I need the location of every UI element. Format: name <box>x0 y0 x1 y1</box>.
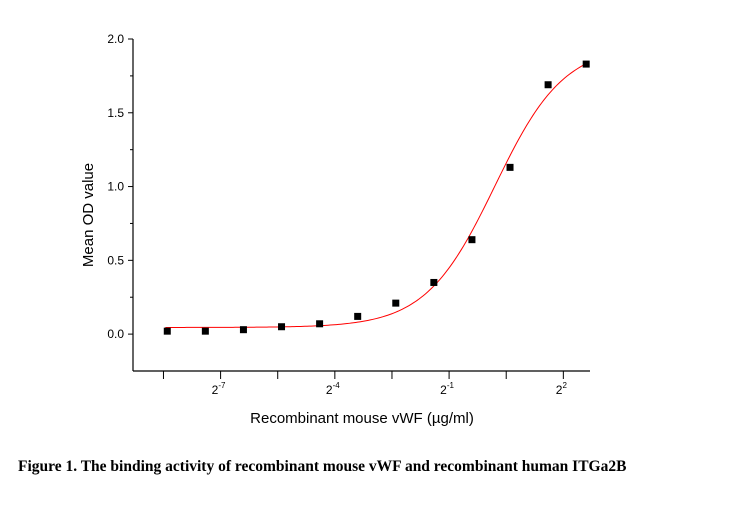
data-point <box>582 60 590 68</box>
data-point <box>506 163 514 171</box>
y-tick-label: 2.0 <box>107 32 124 46</box>
data-point <box>430 278 438 286</box>
y-tick-label: 0.5 <box>107 253 124 267</box>
data-point <box>163 327 171 335</box>
data-points <box>163 60 590 335</box>
y-tick-label: 1.5 <box>107 106 124 120</box>
figure-caption: Figure 1. The binding activity of recomb… <box>18 458 627 475</box>
data-point <box>201 327 209 335</box>
data-point <box>468 236 476 244</box>
data-point <box>278 323 286 331</box>
x-tick-label: 2-7 <box>212 381 226 397</box>
x-tick-label: 22 <box>556 381 568 397</box>
data-point <box>239 326 247 334</box>
data-point <box>392 299 400 307</box>
data-point <box>316 320 324 328</box>
x-axis: 2-7 2-4 2-1 22 <box>133 370 590 397</box>
data-point <box>544 81 552 89</box>
x-tick-label: 2-1 <box>440 381 454 397</box>
y-tick-label: 0.0 <box>107 327 124 341</box>
y-axis-title: Mean OD value <box>80 163 97 267</box>
x-tick-label: 2-4 <box>326 381 340 397</box>
fit-curve <box>165 62 589 328</box>
data-point <box>354 312 362 320</box>
y-tick-label: 1.0 <box>107 180 124 194</box>
x-axis-title: Recombinant mouse vWF (µg/ml) <box>250 410 474 427</box>
y-axis: 0.0 0.5 1.0 1.5 2.0 <box>107 32 134 371</box>
